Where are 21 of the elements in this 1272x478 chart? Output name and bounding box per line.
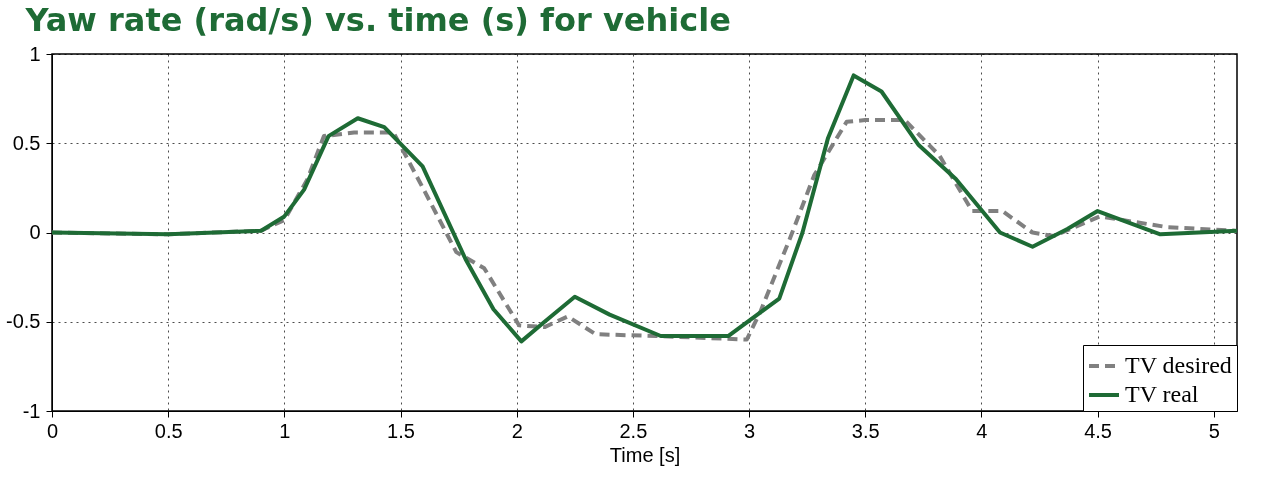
x-tick-label: 2.5 <box>619 419 648 442</box>
y-tick-label: 1 <box>29 42 41 65</box>
x-tick-label: 2 <box>511 419 523 442</box>
x-tick-label: 5 <box>1208 419 1220 442</box>
y-tick-label: 0 <box>29 221 41 243</box>
line-series <box>52 73 1237 344</box>
y-tick-label: -0.5 <box>6 310 41 333</box>
x-tick-label: 3.5 <box>851 419 880 442</box>
x-tick-label: 0.5 <box>154 419 183 442</box>
x-tick-label: 1.5 <box>387 419 415 442</box>
chart-title: Yaw rate (rad/s) vs. time (s) for vehicle <box>24 1 731 39</box>
x-tick-label: 1 <box>279 419 291 442</box>
y-tick-label: -1 <box>22 399 41 422</box>
x-tick-label: 4.5 <box>1084 419 1112 442</box>
x-tick-label: 0 <box>46 419 59 442</box>
y-tick-label: 0.5 <box>12 131 41 154</box>
legend-label: TV real <box>1125 381 1199 407</box>
x-tick-label: 3 <box>744 419 756 442</box>
x-tick-label: 4 <box>976 419 988 442</box>
legend-label: TV desired <box>1125 352 1232 378</box>
x-axis-title: Time [s] <box>609 443 681 466</box>
